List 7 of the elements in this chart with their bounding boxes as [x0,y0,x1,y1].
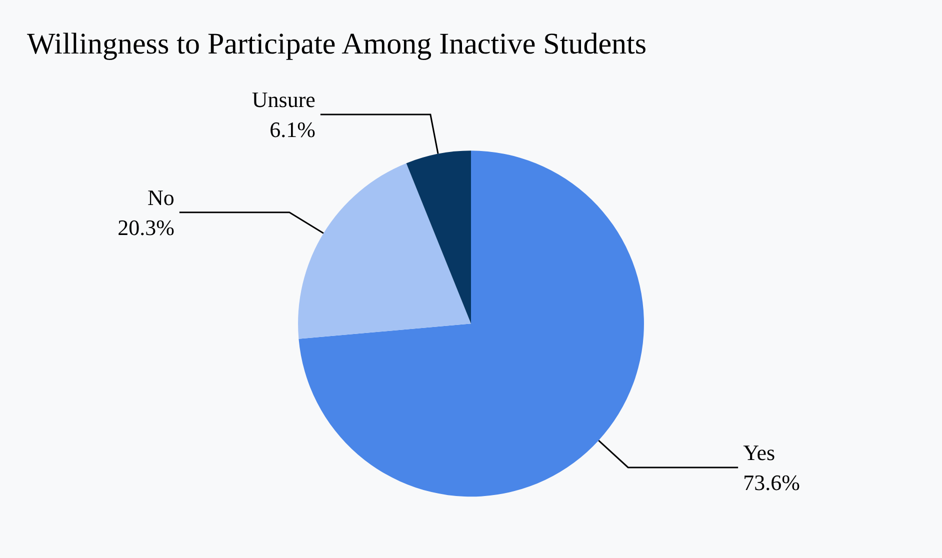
slice-label: No [148,184,174,210]
chart-title: Willingness to Participate Among Inactive Students [27,28,647,60]
slice-label: Yes [743,440,776,465]
slice-label: Unsure [252,87,316,112]
data-label: 6.1% [270,117,316,142]
data-label: 73.6% [743,470,800,495]
data-label: 20.3% [118,214,174,240]
